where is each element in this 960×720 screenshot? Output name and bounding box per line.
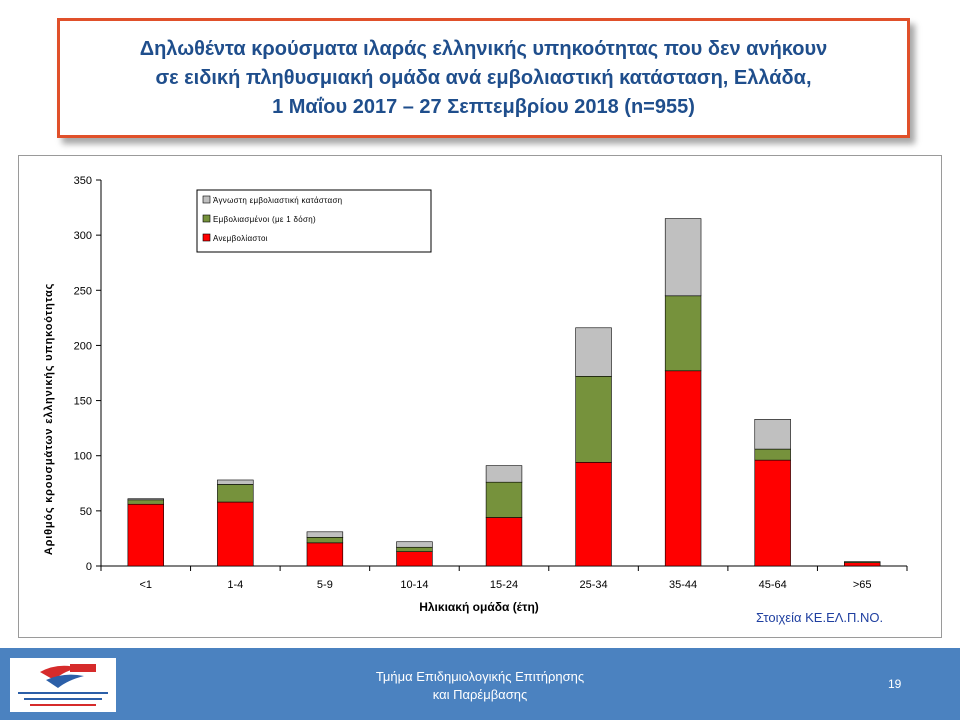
bar-segment-unvaccinated: [127, 503, 164, 567]
x-tick-label: 35-44: [669, 579, 697, 591]
legend: Άγνωστη εμβολιαστική κατάσταση Εμβολιασμέ…: [196, 189, 432, 253]
y-tick-label: 250: [74, 285, 92, 297]
bar-segment-vaccinated: [485, 481, 523, 518]
title-box: Δηλωθέντα κρούσματα ιλαράς ελληνικής υπη…: [57, 18, 910, 138]
legend-swatch: [202, 233, 211, 242]
legend-label: Εμβολιασμένοι (με 1 δόση): [213, 215, 316, 224]
bar-segment-unvaccinated: [575, 462, 612, 567]
bar-segment-unvaccinated: [306, 542, 344, 567]
x-tick-label: 1-4: [227, 579, 243, 591]
title-line-3: 1 Μαΐου 2017 – 27 Σεπτεμβρίου 2018 (n=95…: [272, 95, 695, 118]
bar-segment-unvaccinated: [485, 517, 523, 567]
chart-panel: 0 50 100 150 200 250 300 350 <1 1-4 5-9 10-14 15-24…: [18, 155, 942, 638]
bar-segment-unvaccinated: [754, 459, 791, 567]
bar-segment-unvaccinated: [217, 501, 254, 567]
bar-segment-vaccinated: [754, 448, 791, 461]
stacked-bar-chart: 0 50 100 150 200 250 300 350 <1 1-4 5-9 10-14 15-24…: [43, 175, 908, 614]
y-tick-label: 350: [74, 175, 92, 187]
bar-segment-unknown: [217, 479, 254, 485]
bar-segment-unknown: [485, 465, 523, 483]
y-tick-label: 100: [74, 451, 92, 463]
bar-segment-unknown: [306, 531, 344, 538]
footer-line-2: και Παρέμβασης: [432, 687, 528, 702]
y-tick-label: 150: [74, 396, 92, 408]
x-axis-title: Ηλικιακή ομάδα (έτη): [419, 600, 539, 614]
bar-segment-vaccinated: [844, 561, 881, 563]
title-line-1: Δηλωθέντα κρούσματα ιλαράς ελληνικής υπη…: [139, 37, 828, 60]
footer-line-1: Τμήμα Επιδημιολογικής Επιτήρησης: [375, 669, 585, 684]
x-tick-label: >65: [853, 579, 872, 591]
y-tick-label: 0: [86, 561, 92, 573]
bar-segment-vaccinated: [306, 537, 344, 544]
y-axis: 0 50 100 150 200 250 300 350: [74, 175, 102, 573]
bar-segment-unvaccinated: [844, 562, 881, 567]
legend-swatch: [202, 214, 211, 223]
x-tick-label: 10-14: [400, 579, 428, 591]
legend-box: [196, 189, 432, 253]
x-tick-label: <1: [140, 579, 153, 591]
bar-segment-vaccinated: [217, 484, 254, 503]
page-number: 19: [888, 677, 902, 691]
footer-bar: Τμήμα Επιδημιολογικής Επιτήρησης και Παρ…: [0, 648, 960, 720]
legend-swatch: [202, 195, 211, 204]
bar-segment-unvaccinated: [396, 551, 433, 567]
bars: [127, 218, 881, 567]
bar-segment-unknown: [127, 498, 164, 501]
x-tick-label: 25-34: [579, 579, 607, 591]
title-line-2: σε ειδική πληθυσμιακή ομάδα ανά εμβολιασ…: [155, 66, 812, 89]
source-note: Στοιχεία ΚΕ.ΕΛ.Π.ΝΟ.: [756, 610, 884, 625]
y-axis-title: Αριθμός κρουσμάτων ελληνικής υπηκοότητας: [43, 283, 55, 555]
y-tick-label: 50: [80, 506, 92, 518]
footer-text: Τμήμα Επιδημιολογικής Επιτήρησης και Παρ…: [300, 668, 660, 704]
bar-segment-vaccinated: [575, 376, 612, 463]
bar-segment-vaccinated: [664, 295, 702, 372]
keelpno-logo: [10, 658, 116, 712]
legend-label: Άγνωστη εμβολιαστική κατάσταση: [213, 196, 342, 205]
x-tick-label: 15-24: [490, 579, 518, 591]
y-tick-label: 300: [74, 230, 92, 242]
legend-label: Ανεμβολίαστοι: [213, 234, 268, 243]
bar-segment-vaccinated: [396, 546, 433, 552]
x-tick-label: 45-64: [759, 579, 787, 591]
bar-segment-unknown: [754, 419, 791, 450]
x-tick-label: 5-9: [317, 579, 333, 591]
y-tick-label: 200: [74, 340, 92, 352]
bar-segment-unknown: [664, 218, 702, 297]
bar-segment-unknown: [575, 327, 612, 377]
bar-segment-unvaccinated: [664, 370, 702, 567]
x-axis: <1 1-4 5-9 10-14 15-24 25-34 35-44 45-64 >65: [100, 565, 908, 591]
bar-segment-unknown: [396, 541, 433, 548]
bar-segment-vaccinated: [127, 499, 164, 505]
